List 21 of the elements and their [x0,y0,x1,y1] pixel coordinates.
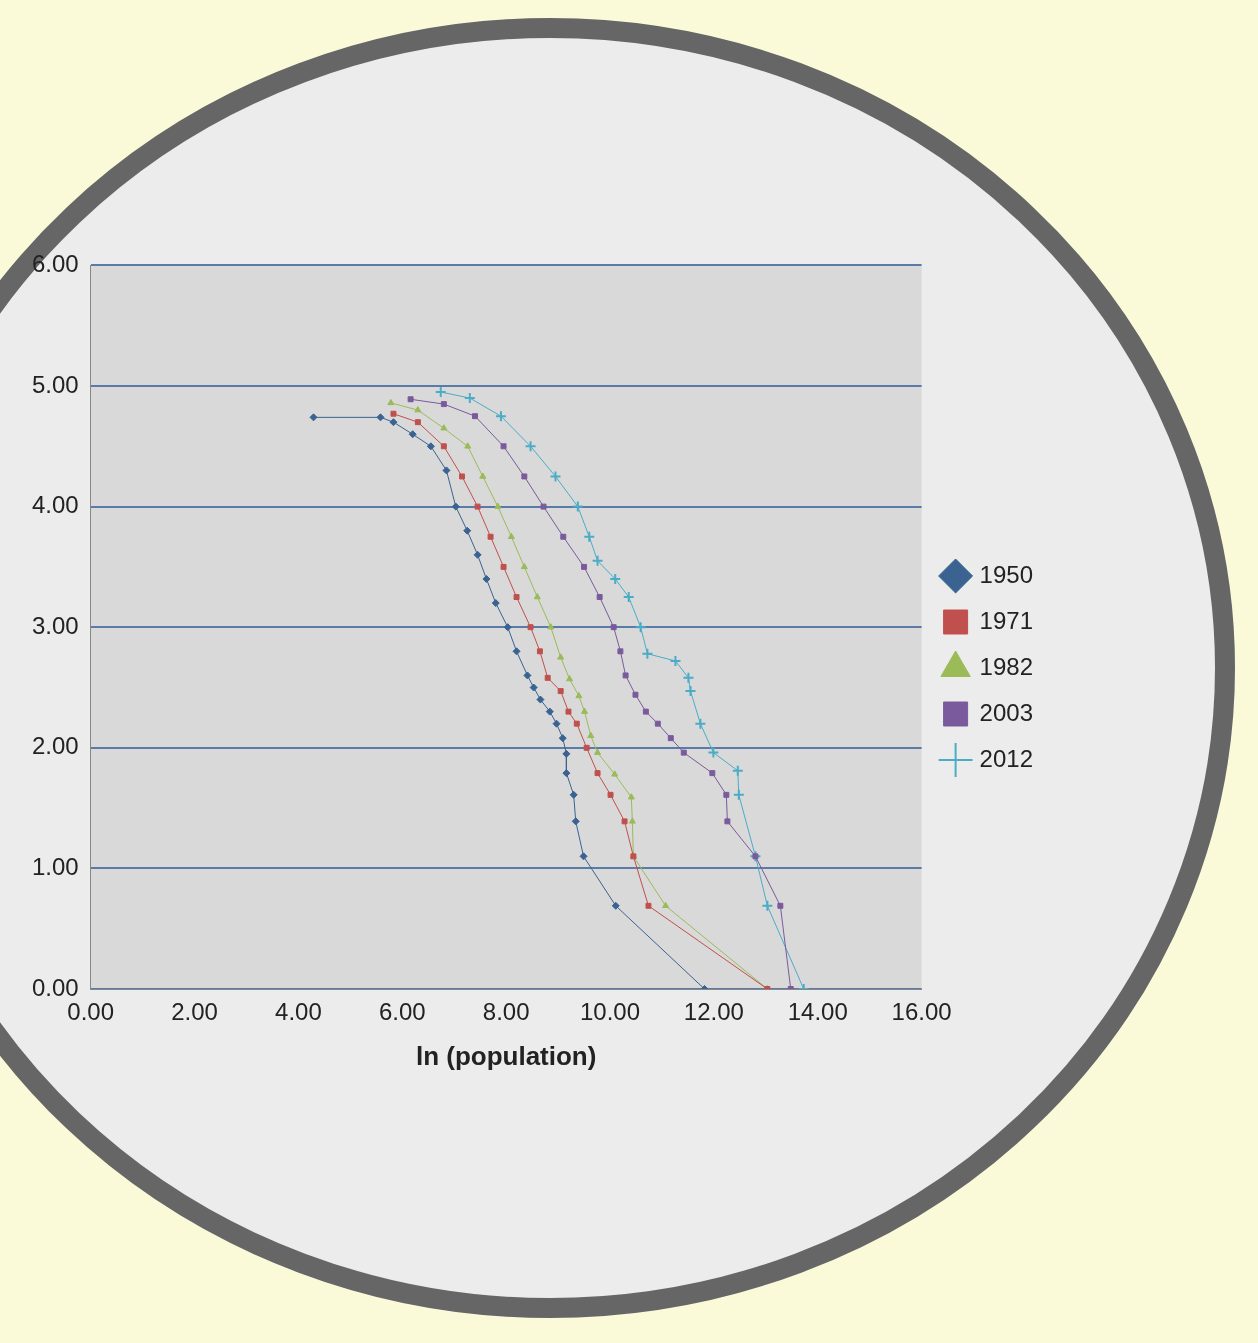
legend-label: 1950 [979,560,1033,588]
y-tick-label: 5.00 [31,370,79,398]
legend-label: 2012 [979,744,1033,772]
x-tick-label: 14.00 [787,998,848,1026]
y-tick-label: 2.00 [31,732,79,760]
y-tick-label: 3.00 [31,611,79,639]
legend-label: 1971 [979,606,1033,634]
x-tick-label: 16.00 [891,998,952,1026]
x-tick-label: 12.00 [683,998,744,1026]
x-tick-label: 6.00 [378,998,426,1026]
x-tick-label: 10.00 [579,998,641,1026]
y-tick-label: 4.00 [31,491,79,519]
legend-label: 2003 [979,698,1033,726]
y-tick-label: 0.00 [31,973,79,1001]
x-tick-label: 4.00 [275,998,322,1026]
x-tick-label: 2.00 [171,998,218,1026]
x-tick-label: 8.00 [482,998,530,1026]
legend-label: 1982 [979,652,1033,680]
y-tick-label: 1.00 [31,853,79,881]
x-tick-label: 0.00 [67,998,115,1026]
x-axis-title: ln (population) [415,1040,597,1071]
